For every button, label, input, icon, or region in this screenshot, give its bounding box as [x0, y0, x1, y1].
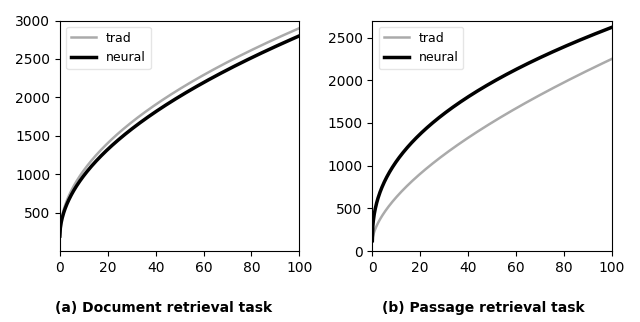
trad: [170, 91, 177, 95]
neural: [484, 83, 492, 87]
Text: (b) Passage retrieval task: (b) Passage retrieval task: [382, 301, 584, 315]
trad: [511, 107, 518, 111]
neural: [608, 25, 616, 29]
trad: [186, 81, 193, 85]
Line: neural: neural: [60, 36, 300, 236]
neural: [170, 98, 177, 102]
neural: [171, 97, 179, 101]
neural: [511, 68, 518, 72]
Line: neural: neural: [372, 27, 612, 241]
neural: [290, 36, 298, 40]
trad: [198, 74, 206, 78]
trad: [498, 115, 506, 118]
Line: trad: trad: [372, 59, 612, 241]
trad: [252, 46, 260, 50]
Legend: trad, neural: trad, neural: [66, 27, 151, 69]
neural: [56, 234, 64, 238]
neural: [369, 239, 376, 243]
trad: [171, 90, 179, 94]
neural: [498, 75, 506, 79]
neural: [186, 89, 193, 92]
neural: [602, 28, 610, 32]
trad: [608, 57, 616, 61]
trad: [564, 78, 572, 82]
trad: [602, 60, 610, 63]
neural: [252, 53, 260, 57]
Line: trad: trad: [60, 28, 300, 236]
Legend: trad, neural: trad, neural: [379, 27, 463, 69]
neural: [296, 34, 303, 38]
trad: [290, 29, 298, 33]
trad: [369, 239, 376, 243]
Text: (a) Document retrieval task: (a) Document retrieval task: [54, 301, 272, 315]
trad: [483, 124, 490, 128]
neural: [483, 84, 490, 88]
neural: [564, 43, 572, 47]
neural: [198, 81, 206, 85]
trad: [56, 234, 64, 238]
trad: [296, 26, 303, 30]
trad: [484, 123, 492, 127]
